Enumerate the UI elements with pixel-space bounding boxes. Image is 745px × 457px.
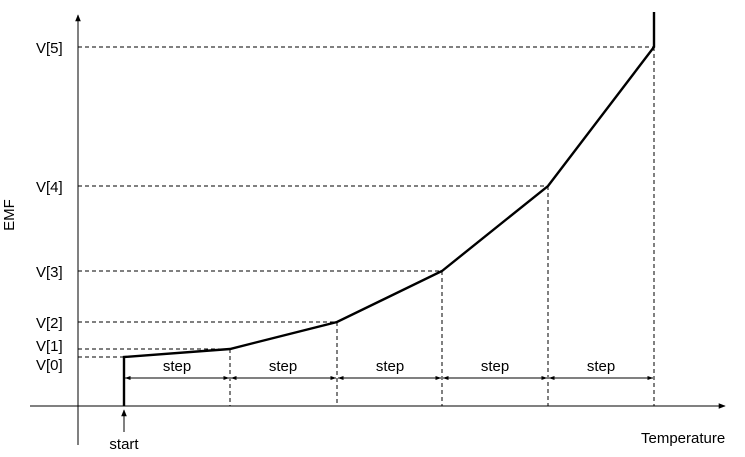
level-label-1: V[1] (36, 338, 63, 355)
level-label-0: V[0] (36, 357, 63, 374)
start-label: start (109, 436, 139, 452)
emf-curve (122, 12, 656, 406)
x-axis-label: Temperature (641, 430, 725, 447)
y-axis-label: EMF (1, 199, 18, 231)
step-label-3: step (376, 358, 404, 375)
step-label-1: step (163, 358, 191, 375)
step-label-4: step (481, 358, 509, 375)
level-labels: V[0] V[1] V[2] V[3] V[4] V[5] (36, 40, 63, 374)
step-label-5: step (587, 358, 615, 375)
level-label-3: V[3] (36, 264, 63, 281)
step-label-2: step (269, 358, 297, 375)
level-label-2: V[2] (36, 315, 63, 332)
level-label-4: V[4] (36, 179, 63, 196)
level-guides (78, 46, 654, 358)
level-label-5: V[5] (36, 40, 63, 57)
step-guides (229, 47, 655, 406)
step-labels: step step step step step (163, 358, 615, 375)
